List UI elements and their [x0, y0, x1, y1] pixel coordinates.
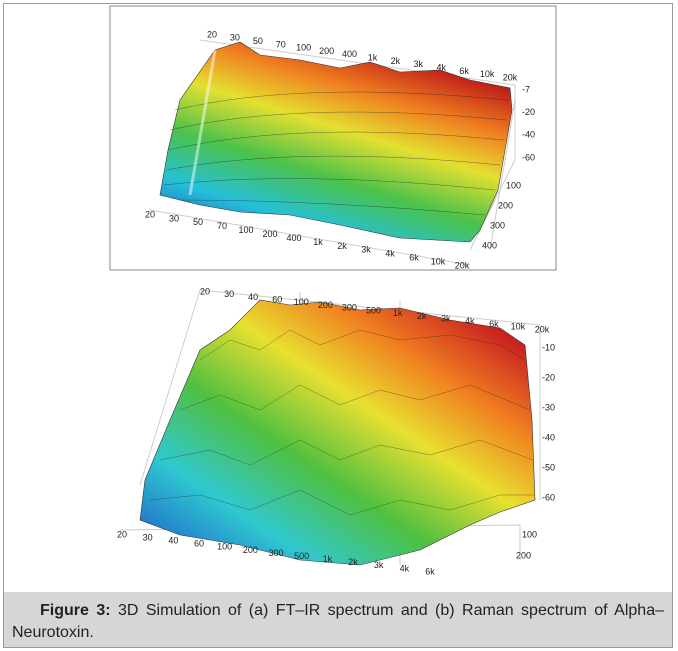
- axis-label: 20k: [503, 72, 518, 82]
- axis-label: 40: [168, 536, 178, 546]
- axis-label: 70: [217, 221, 227, 231]
- axis-label: -60: [542, 492, 555, 502]
- axis-label: 300: [490, 220, 505, 230]
- axis-label: 6k: [489, 319, 499, 329]
- axis-label: 200: [498, 200, 513, 210]
- axis-label: -40: [522, 130, 535, 140]
- axis-label: 6k: [409, 253, 419, 263]
- axis-label: 30: [143, 532, 153, 542]
- axis-label: 4k: [400, 563, 410, 573]
- axis-label: 20k: [455, 260, 470, 270]
- caption-text: 3D Simulation of (a) FT–IR spectrum and …: [12, 602, 664, 641]
- axis-label: 40: [248, 292, 258, 302]
- axis-label: 10k: [431, 256, 446, 266]
- axis-label: -30: [542, 402, 555, 412]
- axis-label: 100: [522, 529, 537, 539]
- axis-label: 20: [207, 29, 217, 39]
- axis-label: -40: [542, 432, 555, 442]
- axis-label: 100: [296, 43, 311, 53]
- axis-label: 200: [319, 46, 334, 56]
- axis-label: 2k: [417, 311, 427, 321]
- axis-label: 3k: [374, 560, 384, 570]
- axis-label: 500: [366, 305, 381, 315]
- axis-label: 3k: [441, 314, 451, 324]
- figure: 20 30 50 70 100 200 400 1k 2k 3k 4k 6k 10k 20k 20 30 50 7…: [109, 5, 557, 576]
- axis-label: 200: [262, 229, 277, 239]
- axis-label: -50: [542, 462, 555, 472]
- axis-label: 20: [117, 529, 127, 539]
- axis-label: 400: [286, 233, 301, 243]
- axis-label: -20: [542, 372, 555, 382]
- axis-label: 2k: [348, 557, 358, 567]
- axis-label: 60: [272, 295, 282, 305]
- axis-label: 100: [294, 297, 309, 307]
- axis-label: 1k: [323, 554, 333, 564]
- axis-label: 50: [253, 36, 263, 46]
- axis-label: 4k: [385, 249, 395, 259]
- axis-label: -10: [542, 342, 555, 352]
- axis-label: 100: [217, 542, 232, 552]
- axis-label: 6k: [459, 66, 469, 76]
- panel-a-contours: [163, 49, 509, 216]
- panel-a-surface: [159, 41, 513, 243]
- axis-label: 10k: [511, 322, 526, 332]
- axis-label: 100: [238, 225, 253, 235]
- caption-label: Figure 3:: [40, 602, 111, 619]
- panel-b-surface: [139, 299, 536, 566]
- axis-label: 10k: [480, 69, 495, 79]
- panel-b-contours: [149, 329, 534, 516]
- axis-label: -7: [522, 84, 530, 94]
- axis-label: 50: [193, 217, 203, 227]
- figure-frame: [3, 3, 673, 648]
- axis-label: 4k: [465, 316, 475, 326]
- axis-label: 3k: [414, 59, 424, 69]
- axis-label: 1k: [368, 53, 378, 63]
- axis-label: 20k: [535, 324, 550, 334]
- axis-label: 200: [318, 300, 333, 310]
- axis-label: 200: [243, 545, 258, 555]
- axis-label: 60: [194, 539, 204, 549]
- axis-label: 2k: [391, 56, 401, 66]
- axis-label: 30: [224, 289, 234, 299]
- axis-label: 6k: [425, 566, 435, 576]
- caption: Figure 3: 3D Simulation of (a) FT–IR spe…: [4, 592, 672, 647]
- panel-a-grid: [149, 39, 516, 266]
- axis-label: -20: [522, 107, 535, 117]
- axis-label: 4k: [436, 62, 446, 72]
- axis-label: 200: [516, 550, 531, 560]
- axis-label: 20: [145, 209, 155, 219]
- axis-label: 20: [200, 286, 210, 296]
- axis-label: 3k: [361, 245, 371, 255]
- axis-label: 70: [276, 39, 286, 49]
- axis-label: 1k: [313, 237, 323, 247]
- panel-b-grid: [119, 289, 541, 565]
- axis-label: 400: [482, 240, 497, 250]
- axis-label: 300: [342, 303, 357, 313]
- axis-label: 300: [268, 548, 283, 558]
- axis-label: 30: [169, 213, 179, 223]
- axis-label: 30: [230, 33, 240, 43]
- axis-label: 2k: [337, 241, 347, 251]
- axis-label: 400: [342, 49, 357, 59]
- axis-label: -60: [522, 152, 535, 162]
- axis-label: 500: [294, 551, 309, 561]
- axis-label: 1k: [393, 308, 403, 318]
- axis-label: 100: [506, 180, 521, 190]
